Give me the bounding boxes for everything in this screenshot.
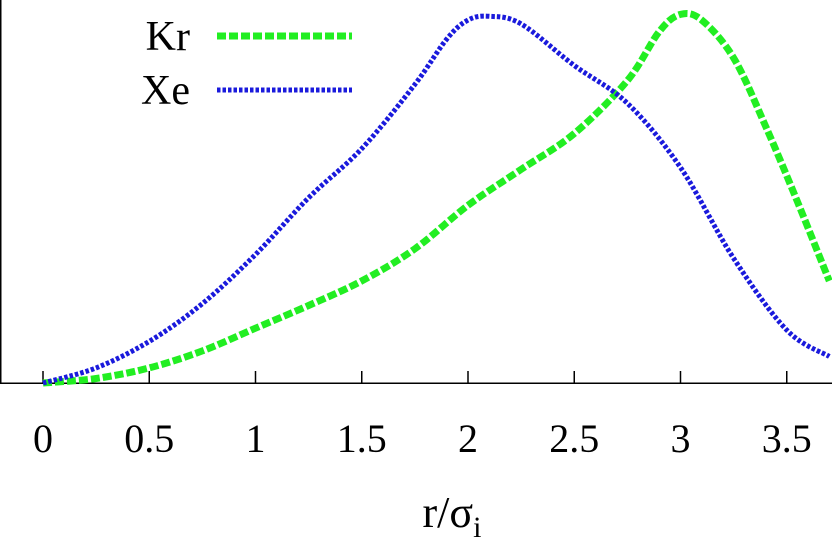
x-ticks: 0 0.5 1 1.5 2 2.5 3 3.5 [33,371,812,461]
x-tick-label: 0.5 [124,416,174,461]
series-lines [42,10,832,387]
x-tick-label: 2.5 [549,416,599,461]
plot-frame [0,0,832,384]
x-tick-label: 3.5 [762,416,812,461]
legend-label-kr: Kr [146,14,190,60]
x-tick-label: 2 [458,416,478,461]
x-axis-label-subscript: i [473,511,481,540]
legend-label-xe: Xe [141,68,190,114]
x-axis-label: r/σi [423,488,482,540]
legend: Kr Xe [141,14,352,114]
x-tick-label: 1.5 [337,416,387,461]
x-tick-label: 1 [246,416,266,461]
x-tick-label: 0 [33,416,53,461]
series-line-xe [42,13,831,386]
series-line-kr [42,10,832,387]
x-axis-label-main: r/σ [423,488,474,537]
x-tick-label: 3 [671,416,691,461]
